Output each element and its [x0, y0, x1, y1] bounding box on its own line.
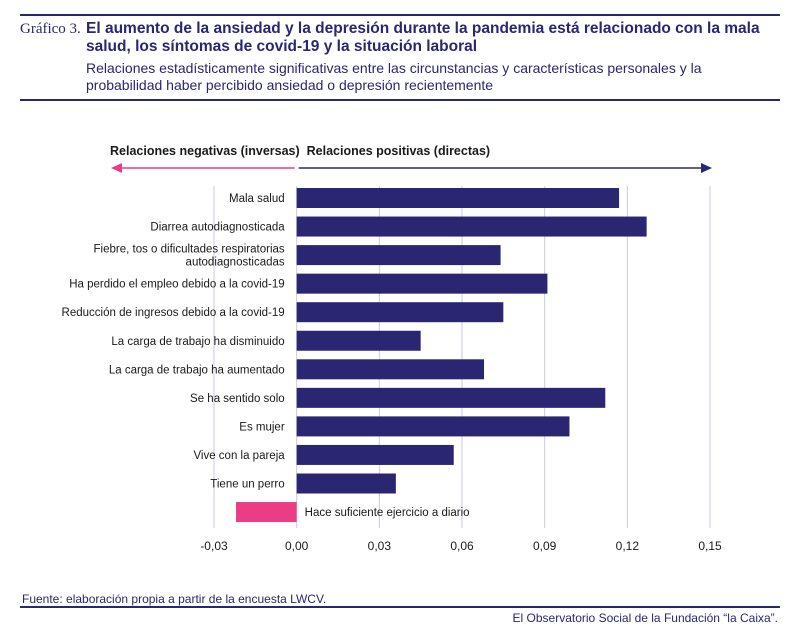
category-label: La carga de trabajo ha disminuido	[111, 336, 284, 348]
bar	[296, 416, 570, 437]
category-label: Tiene un perro	[210, 479, 284, 491]
chart-title: El aumento de la ansiedad y la depresión…	[86, 20, 760, 55]
bar	[296, 387, 606, 408]
bar-chart: -0,03 0,00 0,03 0,06 0,09 0,12 0,15 Relaciones …	[62, 144, 722, 553]
bar	[296, 473, 396, 494]
chart-subtitle: Relaciones estadísticamente significativ…	[86, 60, 702, 93]
x-tick-label: 0,12	[616, 539, 640, 553]
bar	[296, 444, 454, 465]
publisher-credit: El Observatorio Social de la Fundación “…	[512, 611, 778, 625]
source-note: Fuente: elaboración propia a partir de l…	[22, 592, 327, 606]
bar	[296, 216, 647, 237]
x-tick-label: 0,03	[368, 539, 392, 553]
positive-relations-label: Relaciones positivas (directas)	[307, 144, 490, 158]
category-label: autodiagnosticadas	[186, 257, 285, 269]
category-label: Hace suficiente ejercicio a diario	[305, 507, 470, 519]
header-top-rule	[20, 14, 780, 16]
bar	[236, 502, 297, 523]
positive-arrow-head	[701, 163, 712, 173]
x-tick-label: 0,09	[533, 539, 557, 553]
category-label: Es mujer	[239, 421, 285, 433]
category-label: Reducción de ingresos debido a la covid-…	[62, 307, 285, 319]
x-tick-label: 0,00	[285, 539, 309, 553]
category-label: Mala salud	[229, 193, 285, 205]
negative-relations-label: Relaciones negativas (inversas)	[110, 144, 300, 158]
x-tick-label: 0,06	[450, 539, 474, 553]
category-label: Ha perdido el empleo debido a la covid-1…	[69, 279, 284, 291]
negative-arrow-head	[111, 163, 122, 173]
header-bottom-rule	[20, 99, 780, 101]
category-label: Se ha sentido solo	[190, 393, 285, 405]
category-label: Diarrea autodiagnosticada	[150, 222, 285, 234]
category-label: La carga de trabajo ha aumentado	[109, 364, 285, 376]
bar	[296, 359, 485, 380]
bar	[296, 273, 548, 294]
figure-number: Gráfico 3.	[20, 21, 81, 37]
x-tick-label: -0,03	[200, 539, 228, 553]
bar	[296, 302, 504, 323]
bar	[296, 188, 620, 208]
bar	[296, 245, 501, 266]
bar	[296, 330, 421, 351]
category-label: Fiebre, tos o dificultades respiratorias	[94, 244, 285, 256]
category-label: Vive con la pareja	[193, 450, 285, 462]
footer-rule	[20, 606, 780, 608]
x-tick-label: 0,15	[698, 539, 722, 553]
